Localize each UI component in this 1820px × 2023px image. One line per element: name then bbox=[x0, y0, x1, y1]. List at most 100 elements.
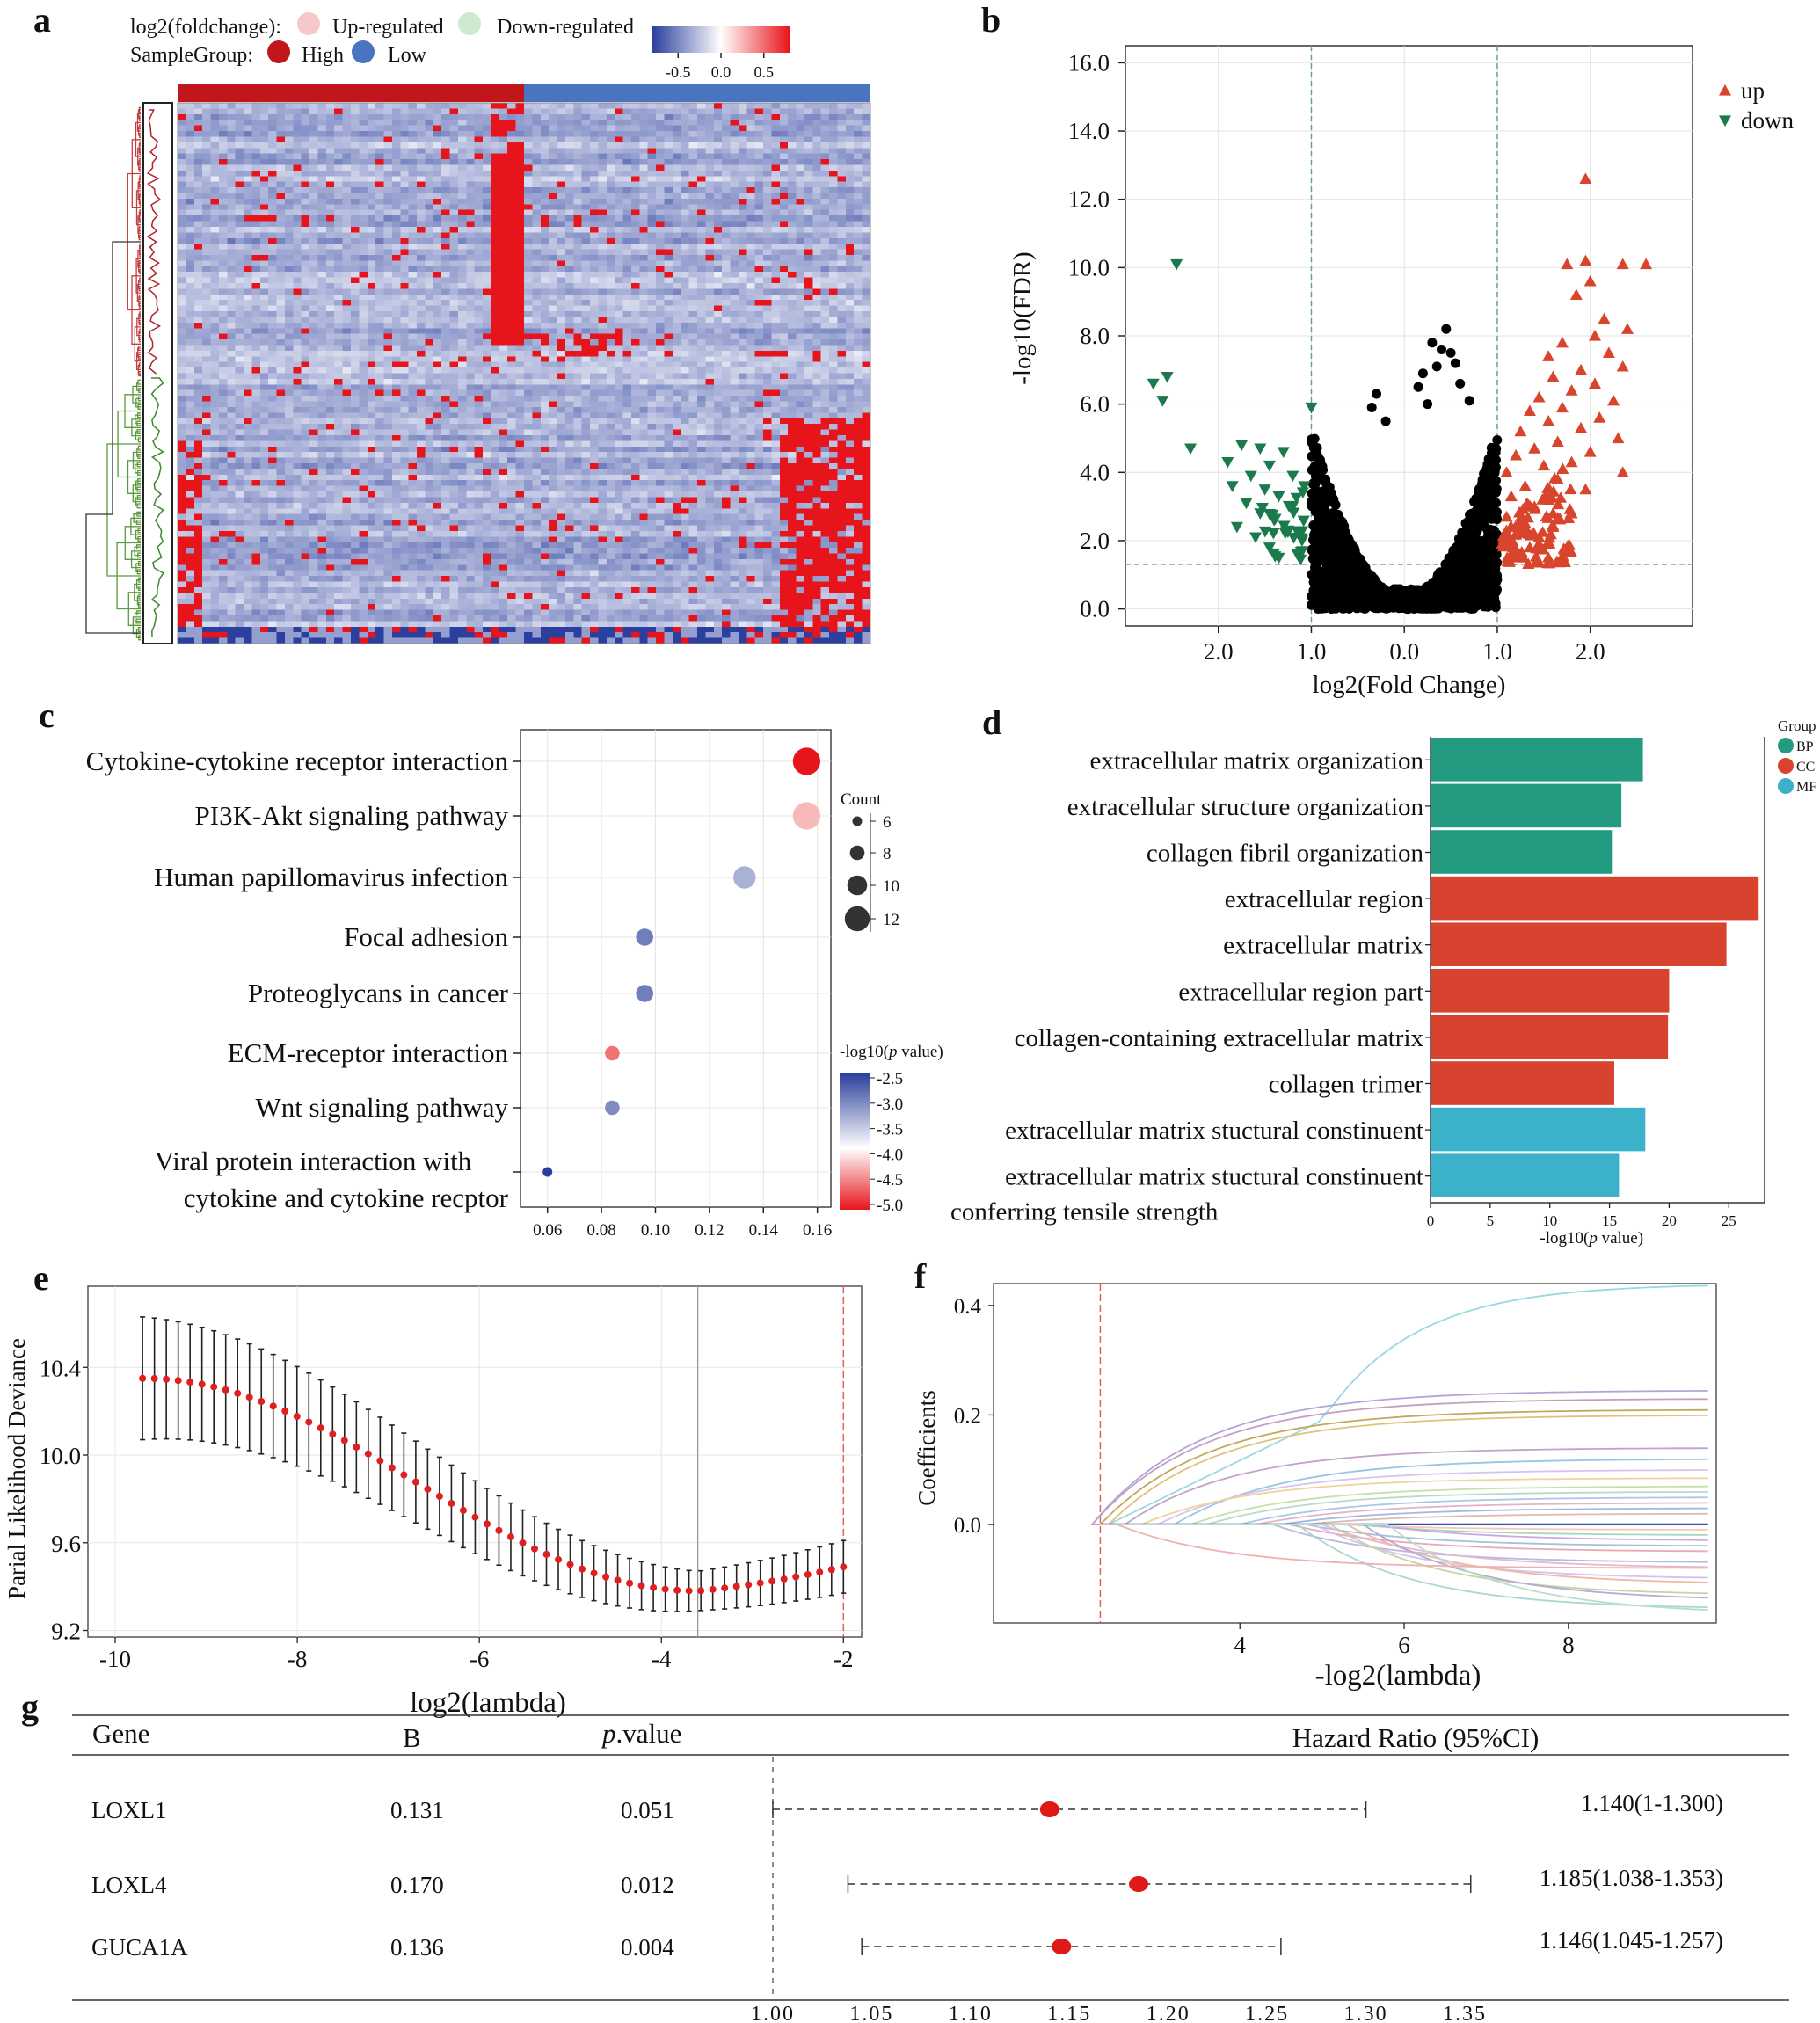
heatmap-cell bbox=[722, 272, 732, 279]
heatmap-cell bbox=[408, 125, 418, 132]
heatmap-cell bbox=[391, 305, 401, 312]
heatmap-cell bbox=[697, 294, 706, 301]
heatmap-cell bbox=[235, 159, 244, 166]
heatmap-cell bbox=[251, 401, 261, 408]
heatmap-cell bbox=[325, 429, 335, 436]
heatmap-cell bbox=[681, 209, 690, 216]
heatmap-cell bbox=[391, 198, 401, 205]
heatmap-cell bbox=[334, 300, 344, 307]
heatmap-cell bbox=[301, 164, 310, 171]
heatmap-cell bbox=[491, 345, 500, 352]
heatmap-cell bbox=[664, 254, 673, 261]
heatmap-cell bbox=[235, 120, 244, 127]
heatmap-cell bbox=[564, 322, 574, 329]
heatmap-cell bbox=[515, 424, 525, 431]
heatmap-cell bbox=[820, 131, 830, 138]
heatmap-cell bbox=[581, 367, 591, 375]
heatmap-cell bbox=[375, 322, 385, 329]
heatmap-cell bbox=[606, 142, 615, 149]
heatmap-cell bbox=[862, 317, 871, 324]
heatmap-cell bbox=[672, 120, 681, 127]
heatmap-cell bbox=[606, 254, 615, 261]
heatmap-cell bbox=[351, 193, 360, 200]
heatmap-cell bbox=[218, 277, 228, 284]
heatmap-cell bbox=[218, 170, 228, 177]
heatmap-cell bbox=[244, 125, 253, 132]
heatmap-cell bbox=[491, 108, 500, 115]
heatmap-cell bbox=[615, 367, 624, 375]
heatmap-cell bbox=[457, 260, 467, 267]
heatmap-cell bbox=[466, 215, 476, 222]
heatmap-cell bbox=[334, 424, 344, 431]
heatmap-cell bbox=[375, 367, 385, 375]
heatmap-cell bbox=[647, 237, 657, 244]
heatmap-cell bbox=[639, 232, 649, 239]
heatmap-cell bbox=[622, 356, 632, 363]
heatmap-cell bbox=[202, 367, 212, 375]
heatmap-cell bbox=[639, 148, 649, 155]
heatmap-cell bbox=[325, 170, 335, 177]
heatmap-cell bbox=[722, 136, 732, 143]
heatmap-cell bbox=[466, 148, 476, 155]
heatmap-cell bbox=[581, 288, 591, 295]
heatmap-cell bbox=[186, 254, 195, 261]
heatmap-cell bbox=[383, 244, 393, 251]
heatmap-cell bbox=[210, 260, 220, 267]
heatmap-cell bbox=[433, 406, 442, 413]
heatmap-cell bbox=[284, 215, 294, 222]
heatmap-cell bbox=[235, 424, 244, 431]
heatmap-cell bbox=[672, 176, 681, 183]
heatmap-cell bbox=[515, 221, 525, 228]
heatmap-cell bbox=[210, 356, 220, 363]
heatmap-cell bbox=[845, 294, 855, 301]
heatmap-cell bbox=[779, 232, 789, 239]
heatmap-cell bbox=[763, 226, 773, 233]
heatmap-cell bbox=[738, 209, 747, 216]
heatmap-cell bbox=[227, 339, 237, 346]
heatmap-cell bbox=[639, 254, 649, 261]
heatmap-cell bbox=[383, 300, 393, 307]
heatmap-cell bbox=[515, 153, 525, 160]
heatmap-cell bbox=[466, 176, 476, 183]
heatmap-cell bbox=[417, 305, 426, 312]
heatmap-cell bbox=[227, 249, 237, 256]
heatmap-cell bbox=[293, 153, 302, 160]
heatmap-cell bbox=[788, 176, 797, 183]
heatmap-cell bbox=[854, 249, 863, 256]
heatmap-cell bbox=[672, 317, 681, 324]
heatmap-cell bbox=[796, 277, 805, 284]
heatmap-cell bbox=[713, 429, 723, 436]
heatmap-cell bbox=[647, 401, 657, 408]
heatmap-cell bbox=[499, 311, 508, 318]
heatmap-cell bbox=[251, 120, 261, 127]
heatmap-cell bbox=[804, 209, 813, 216]
heatmap-cell bbox=[193, 113, 203, 120]
heatmap-cell bbox=[630, 300, 640, 307]
heatmap-cell bbox=[854, 164, 863, 171]
heatmap-cell bbox=[425, 103, 434, 110]
heatmap-cell bbox=[672, 254, 681, 261]
heatmap-cell bbox=[391, 254, 401, 261]
heatmap-cell bbox=[375, 103, 385, 110]
heatmap-cell bbox=[301, 215, 310, 222]
heatmap-cell bbox=[400, 244, 410, 251]
heatmap-cell bbox=[474, 311, 484, 318]
heatmap-cell bbox=[309, 406, 319, 413]
heatmap-cell bbox=[557, 412, 566, 419]
heatmap-cell bbox=[639, 204, 649, 211]
heatmap-cell bbox=[441, 237, 451, 244]
heatmap-cell bbox=[342, 406, 352, 413]
heatmap-cell bbox=[664, 237, 673, 244]
heatmap-cell bbox=[664, 153, 673, 160]
heatmap-cell bbox=[499, 209, 508, 216]
heatmap-cell bbox=[375, 418, 385, 425]
heatmap-cell bbox=[796, 300, 805, 307]
heatmap-cell bbox=[227, 209, 237, 216]
heatmap-cell bbox=[697, 429, 706, 436]
heatmap-cell bbox=[557, 294, 566, 301]
heatmap-cell bbox=[598, 204, 608, 211]
heatmap-cell bbox=[730, 412, 739, 419]
heatmap-cell bbox=[367, 328, 376, 335]
heatmap-cell bbox=[730, 176, 739, 183]
heatmap-cell bbox=[854, 209, 863, 216]
